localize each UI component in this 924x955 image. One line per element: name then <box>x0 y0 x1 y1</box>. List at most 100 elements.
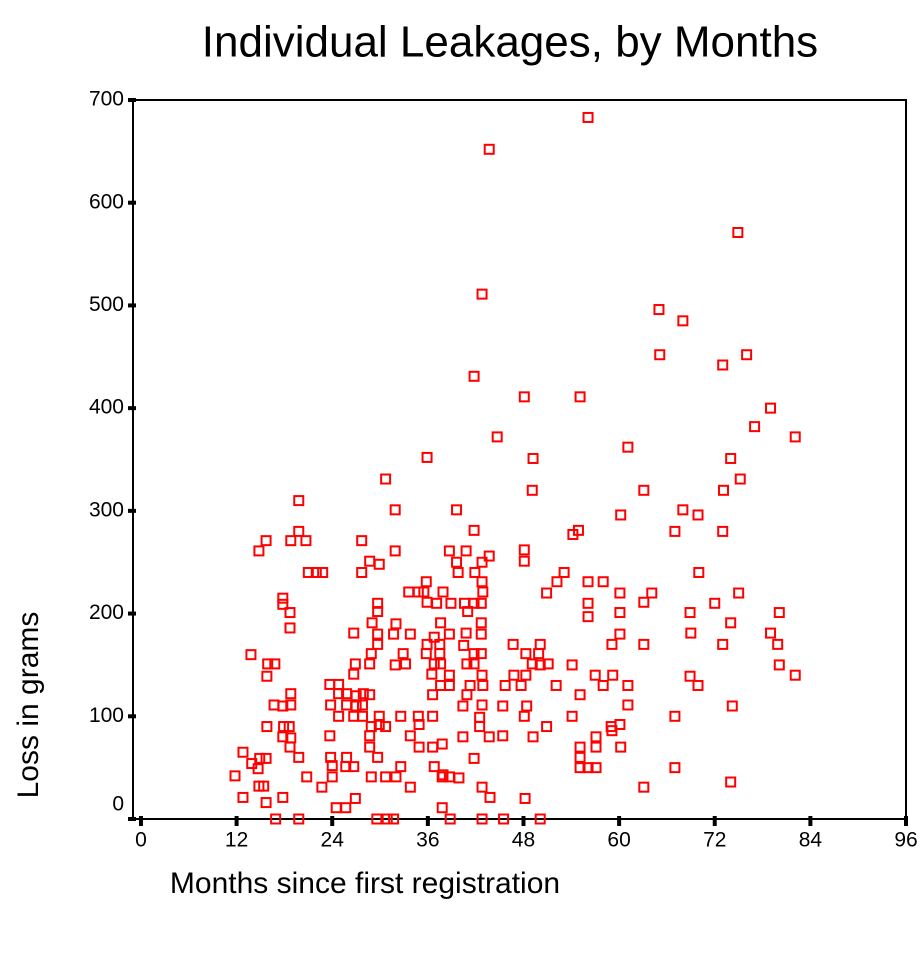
point <box>497 700 509 712</box>
point <box>427 710 439 722</box>
point <box>284 622 296 634</box>
point <box>364 741 376 753</box>
point <box>499 679 511 691</box>
point <box>476 576 488 588</box>
point <box>692 509 704 521</box>
point <box>420 576 432 588</box>
point <box>357 699 369 711</box>
point <box>551 576 563 588</box>
point <box>468 752 480 764</box>
point <box>390 771 402 783</box>
point <box>372 628 384 640</box>
point <box>349 792 361 804</box>
point <box>300 535 312 547</box>
point <box>341 699 353 711</box>
point <box>428 631 440 643</box>
point <box>293 751 305 763</box>
point <box>476 669 488 681</box>
point <box>245 649 257 661</box>
point <box>285 699 297 711</box>
point <box>389 659 401 671</box>
point <box>364 730 376 742</box>
point <box>582 597 594 609</box>
point <box>277 731 289 743</box>
point <box>412 586 424 598</box>
point <box>606 725 618 737</box>
point <box>285 732 297 744</box>
point <box>364 658 376 670</box>
point <box>451 504 463 516</box>
point <box>773 607 785 619</box>
point <box>497 730 509 742</box>
point <box>390 618 402 630</box>
point <box>692 679 704 691</box>
point <box>773 659 785 671</box>
point <box>285 535 297 547</box>
point <box>426 668 438 680</box>
point <box>515 679 527 691</box>
point <box>468 370 480 382</box>
plot-frame <box>132 99 907 820</box>
y-tick-label: 700 <box>89 88 124 111</box>
point <box>283 721 295 733</box>
point <box>582 611 594 623</box>
point <box>582 762 594 774</box>
point <box>638 596 650 608</box>
point <box>476 699 488 711</box>
point <box>333 678 345 690</box>
point <box>364 689 376 701</box>
point <box>476 813 488 825</box>
point <box>653 304 665 316</box>
point <box>254 752 266 764</box>
point <box>403 586 415 598</box>
x-tick-label: 12 <box>225 829 248 852</box>
y-tick-label: 500 <box>89 293 124 316</box>
point <box>428 761 440 773</box>
point <box>326 760 338 772</box>
point <box>709 597 721 609</box>
point <box>237 746 249 758</box>
point <box>380 473 392 485</box>
x-tick-label: 60 <box>607 829 630 852</box>
point <box>420 648 432 660</box>
point <box>371 813 383 825</box>
x-tick-label: 96 <box>894 829 917 852</box>
point <box>615 741 627 753</box>
point <box>725 452 737 464</box>
point <box>395 761 407 773</box>
point <box>278 721 290 733</box>
point <box>734 473 746 485</box>
point <box>526 484 538 496</box>
point <box>521 700 533 712</box>
point <box>590 741 602 753</box>
point <box>725 776 737 788</box>
point <box>258 780 270 792</box>
point <box>435 617 447 629</box>
point <box>285 688 297 700</box>
point <box>684 670 696 682</box>
point <box>364 555 376 567</box>
y-axis-label: Loss in grams <box>12 612 45 799</box>
point <box>437 769 449 781</box>
point <box>261 670 273 682</box>
point <box>718 484 730 496</box>
x-axis-label: Months since first registration <box>170 867 560 900</box>
point <box>669 762 681 774</box>
point <box>412 710 424 722</box>
point <box>574 741 586 753</box>
point <box>468 524 480 536</box>
point <box>443 628 455 640</box>
point <box>356 535 368 547</box>
point <box>574 762 586 774</box>
point <box>451 556 463 568</box>
point <box>789 669 801 681</box>
point <box>260 535 272 547</box>
point <box>293 813 305 825</box>
point <box>293 525 305 537</box>
point <box>252 763 264 775</box>
point <box>293 495 305 507</box>
y-tick-label: 600 <box>89 190 124 213</box>
point <box>477 679 489 691</box>
point <box>669 525 681 537</box>
point <box>519 792 531 804</box>
